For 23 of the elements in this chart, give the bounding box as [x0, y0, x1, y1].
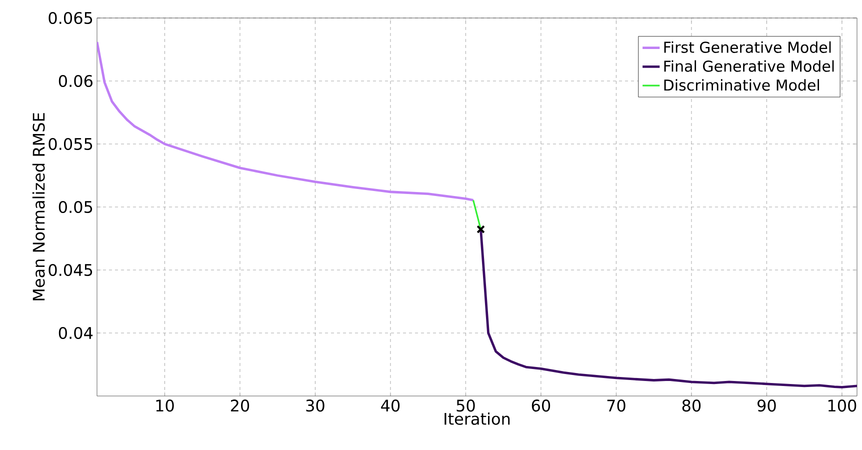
x-tick-label: 40 [381, 400, 400, 412]
legend-label: Final Generative Model [664, 60, 834, 72]
legend-label: Discriminative Model [664, 79, 819, 91]
x-tick-label: 30 [306, 400, 324, 412]
y-axis-title: Mean Normalized RMSE [32, 113, 45, 300]
x-tick-label: 80 [682, 400, 701, 412]
x-tick-label: 10 [156, 400, 174, 412]
x-tick-label: 70 [607, 400, 626, 412]
y-tick-label: 0.065 [48, 12, 92, 24]
y-tick-label: 0.045 [48, 264, 92, 276]
x-tick-label: 20 [230, 400, 250, 412]
y-tick-label: 0.05 [58, 200, 92, 214]
y-tick-label: 0.04 [58, 326, 93, 340]
x-tick-label: 100 [828, 400, 856, 412]
legend-label: First Generative Model [664, 41, 831, 53]
y-tick-label: 0.055 [48, 138, 92, 150]
x-tick-label: 60 [532, 400, 550, 412]
y-tick-label: 0.06 [58, 74, 92, 88]
x-axis-title: Iteration [444, 412, 510, 425]
x-tick-label: 90 [758, 400, 776, 412]
line-series [97, 40, 474, 202]
x-tick-label: 50 [456, 400, 475, 412]
line-series [480, 228, 858, 388]
